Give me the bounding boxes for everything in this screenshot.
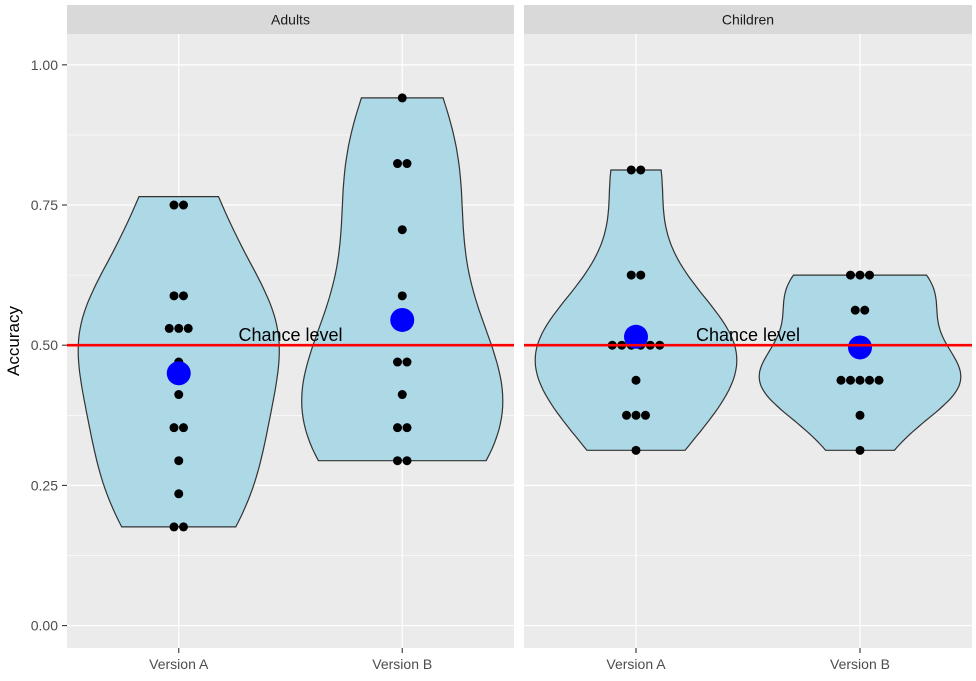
y-tick-label: 0.25	[31, 477, 58, 493]
y-tick-label: 0.50	[31, 337, 58, 353]
data-point	[402, 357, 412, 367]
data-point	[393, 456, 402, 466]
data-point	[641, 410, 650, 420]
chance-level-label: Chance level	[696, 325, 800, 345]
data-point	[626, 165, 636, 175]
data-point	[855, 445, 865, 455]
data-point	[836, 375, 846, 385]
x-tick-label: Version A	[149, 656, 209, 672]
data-point	[397, 93, 407, 103]
data-point	[622, 410, 631, 420]
data-point	[631, 375, 641, 385]
data-point	[169, 522, 179, 532]
mean-point	[624, 324, 648, 349]
violin-shape	[534, 169, 738, 451]
data-point	[855, 375, 865, 385]
data-point	[169, 291, 179, 301]
data-point	[179, 200, 188, 210]
data-point	[846, 270, 855, 280]
data-point	[179, 423, 188, 433]
chance-level-label: Chance level	[238, 325, 342, 345]
y-axis-title: Accuracy	[4, 306, 23, 376]
facet-strip-label: Children	[722, 12, 774, 28]
data-point	[626, 270, 636, 280]
data-point	[860, 305, 870, 315]
y-tick-label: 1.00	[31, 57, 58, 73]
data-point	[397, 390, 407, 400]
data-point	[631, 445, 641, 455]
data-point	[174, 323, 184, 333]
x-tick-label: Version B	[830, 656, 890, 672]
y-tick-label: 0.00	[31, 618, 58, 634]
data-point	[183, 323, 193, 333]
y-tick-label: 0.75	[31, 197, 58, 213]
x-tick-label: Version B	[372, 656, 432, 672]
mean-point	[390, 307, 415, 332]
x-tick-label: Version A	[606, 656, 666, 672]
data-point	[164, 323, 174, 333]
data-point	[402, 456, 412, 466]
data-point	[169, 200, 179, 210]
data-point	[855, 410, 865, 420]
data-point	[174, 456, 184, 466]
data-point	[855, 270, 865, 280]
data-point	[179, 522, 188, 532]
data-point	[169, 423, 179, 433]
data-point	[402, 423, 412, 433]
facet-strip	[67, 5, 514, 34]
data-point	[865, 270, 874, 280]
data-point	[179, 291, 188, 301]
data-point	[174, 390, 184, 400]
mean-point	[848, 335, 872, 360]
violin-shape	[301, 97, 504, 462]
data-point	[397, 225, 407, 235]
data-point	[850, 305, 860, 315]
data-point	[174, 489, 184, 499]
data-point	[397, 291, 407, 301]
data-point	[636, 270, 646, 280]
data-point	[865, 375, 874, 385]
data-point	[402, 159, 412, 169]
data-point	[393, 159, 402, 169]
data-point	[874, 375, 884, 385]
data-point	[393, 423, 402, 433]
mean-point	[166, 361, 191, 386]
facet-strip	[524, 5, 972, 34]
data-point	[393, 357, 402, 367]
data-point	[631, 410, 641, 420]
data-point	[636, 165, 646, 175]
facet-strip-label: Adults	[271, 12, 310, 28]
data-point	[846, 375, 855, 385]
violin-shape	[758, 274, 962, 451]
